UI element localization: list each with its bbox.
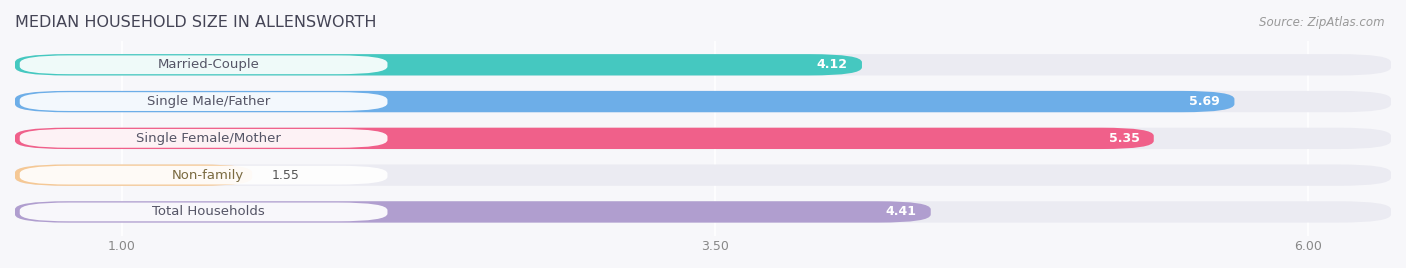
Text: Total Households: Total Households	[152, 206, 264, 218]
FancyBboxPatch shape	[15, 128, 1391, 149]
FancyBboxPatch shape	[15, 201, 1391, 223]
FancyBboxPatch shape	[20, 166, 388, 185]
Text: 4.41: 4.41	[886, 206, 917, 218]
FancyBboxPatch shape	[20, 203, 388, 221]
Text: 5.35: 5.35	[1109, 132, 1139, 145]
FancyBboxPatch shape	[20, 55, 388, 74]
Text: Non-family: Non-family	[172, 169, 245, 182]
FancyBboxPatch shape	[20, 129, 388, 148]
FancyBboxPatch shape	[15, 54, 862, 76]
FancyBboxPatch shape	[15, 91, 1391, 112]
Text: MEDIAN HOUSEHOLD SIZE IN ALLENSWORTH: MEDIAN HOUSEHOLD SIZE IN ALLENSWORTH	[15, 15, 377, 30]
FancyBboxPatch shape	[15, 54, 1391, 76]
FancyBboxPatch shape	[15, 128, 1154, 149]
Text: 5.69: 5.69	[1189, 95, 1220, 108]
FancyBboxPatch shape	[15, 165, 252, 186]
FancyBboxPatch shape	[15, 165, 1391, 186]
FancyBboxPatch shape	[15, 201, 931, 223]
Text: Single Female/Mother: Single Female/Mother	[136, 132, 281, 145]
Text: Source: ZipAtlas.com: Source: ZipAtlas.com	[1260, 16, 1385, 29]
FancyBboxPatch shape	[15, 91, 1234, 112]
Text: 4.12: 4.12	[817, 58, 848, 71]
Text: Single Male/Father: Single Male/Father	[146, 95, 270, 108]
Text: 1.55: 1.55	[271, 169, 299, 182]
Text: Married-Couple: Married-Couple	[157, 58, 259, 71]
FancyBboxPatch shape	[20, 92, 388, 111]
